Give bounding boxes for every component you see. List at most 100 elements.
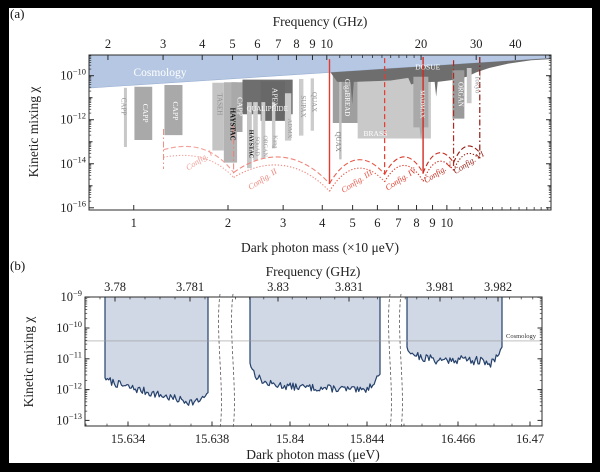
experiment-label-ADMX: ADMX <box>286 119 293 139</box>
panel-a-frame <box>88 54 552 211</box>
experiment-label-SUPAX: SUPAX <box>299 95 307 117</box>
freq-tick-label: 30 <box>470 37 483 51</box>
experiment-label-SQuAD: SQuAD <box>254 136 260 156</box>
experiment-label-MADMAX: MADMAX <box>418 90 424 119</box>
config-curve <box>384 156 424 175</box>
config-curve <box>453 145 481 163</box>
experiment-region-ADMX <box>284 93 292 141</box>
experiment-region-ORGAN <box>452 70 465 119</box>
mass-tick-label-b: 15.638 <box>195 432 229 446</box>
freq-tick-label-b: 3.83 <box>267 280 289 294</box>
config-curve <box>163 145 235 173</box>
experiment-label-CAPP: CAPP <box>235 97 244 116</box>
experiment-region-QUAX <box>339 75 342 160</box>
experiment-label-CAPP: CAPP <box>120 98 128 116</box>
panel-b-ylabel: Kinetic mixing χ <box>21 317 36 408</box>
experiment-label-ORGAN: ORGAN <box>261 135 267 157</box>
mass-tick-label: 8 <box>413 216 419 230</box>
freq-tick-label: 3 <box>160 37 166 51</box>
experiment-label-CAPP: CAPP <box>141 104 150 123</box>
axis-break-mark <box>231 293 235 430</box>
experiment-region-CAPP <box>164 84 183 136</box>
experiment-label-HAYSTAC: HAYSTAC <box>247 130 253 158</box>
mass-tick-label: 3 <box>280 216 286 230</box>
experiment-region-HAYSTAC <box>246 102 252 169</box>
panel-b-tag: (b) <box>10 258 26 273</box>
experiment-region-CAPP <box>123 87 127 148</box>
experiment-label-HAYSTAC: HAYSTAC <box>229 108 237 141</box>
axis-break-mark <box>388 293 392 430</box>
mass-tick-label-b: 16.47 <box>516 432 544 446</box>
freq-tick-label: 9 <box>309 37 315 51</box>
experiment-label-DOSUE: DOSUE <box>415 63 440 72</box>
experiment-region-CAPP <box>134 86 153 140</box>
config-curve <box>422 160 455 182</box>
panel-a-top-title: Frequency (GHz) <box>273 14 368 29</box>
experiment-label-QUAX: QUAX <box>310 92 318 112</box>
panel-a-xlabel: Dark photon mass (×10 μeV) <box>241 240 399 255</box>
experiment-label-GigaBREAD: GigaBREAD <box>343 79 351 116</box>
experiment-label-TASEH: TASEH <box>215 93 223 115</box>
exclusion-region-limit <box>406 297 503 368</box>
config-curve <box>422 152 455 174</box>
freq-tick-label-b: 3.981 <box>426 280 454 294</box>
mass-tick-label: 9 <box>429 216 435 230</box>
panel-b-xlabel: Dark photon mass (μeV) <box>246 447 380 462</box>
mass-tick-label: 1 <box>131 216 137 230</box>
experiment-label-BRASS: BRASS <box>364 129 388 138</box>
mass-tick-label: 10 <box>441 216 454 230</box>
experiment-region-SQuAD <box>253 102 258 161</box>
mass-tick-label: 5 <box>349 216 355 230</box>
mass-tick-label-b: 15.634 <box>111 432 146 446</box>
freq-tick-label: 4 <box>199 37 206 51</box>
mass-tick-label: 7 <box>395 216 401 230</box>
exclusion-region-fill <box>105 297 208 406</box>
mass-tick-label-b: 16.466 <box>441 432 475 446</box>
config-curve <box>329 167 386 192</box>
config-curve <box>384 164 424 183</box>
mass-tick-label: 4 <box>319 216 326 230</box>
experiment-label-ORGAN: ORGAN <box>456 82 464 107</box>
experiment-region-SUPAX <box>298 78 304 136</box>
panel-b-top-title: Frequency (GHz) <box>266 264 361 279</box>
freq-tick-label: 7 <box>275 37 281 51</box>
experiment-label-Kang: Kang <box>272 135 278 148</box>
exclusion-region-fill <box>407 297 502 368</box>
axis-break-mark <box>218 293 222 430</box>
experiment-region-BRASS <box>357 72 431 139</box>
panel-a-ylabel: Kinetic mixing χ <box>26 87 41 178</box>
experiment-region-QUAX <box>310 78 314 131</box>
freq-tick-label-b: 3.982 <box>484 280 512 294</box>
freq-tick-label: 5 <box>229 37 235 51</box>
axis-break-mark <box>399 293 403 430</box>
mass-tick-label: 6 <box>374 216 380 230</box>
experiment-label-QUALIPHIDE: QUALIPHIDE <box>247 106 288 113</box>
exclusion-region-limit <box>249 297 381 393</box>
experiment-region-ORGAN <box>261 102 266 159</box>
experiment-label-CAPP: CAPP <box>171 102 180 121</box>
config-curve <box>233 164 330 192</box>
experiment-region-Kang <box>271 102 276 149</box>
cosmology-label: Cosmology <box>133 67 186 79</box>
freq-tick-label-b: 3.831 <box>335 280 363 294</box>
experiment-region-DOSUE-cap <box>330 58 551 105</box>
experiment-region-TASEH <box>212 82 224 151</box>
experiment-region-Tokyo <box>466 67 472 104</box>
freq-tick-label: 2 <box>105 37 111 51</box>
panel-a-tag: (a) <box>10 6 25 21</box>
mass-tick-label-b: 15.844 <box>350 432 385 446</box>
mass-tick-label-b: 15.84 <box>276 432 305 446</box>
experiment-label-QUAX: QUAX <box>334 132 342 152</box>
freq-tick-label: 10 <box>321 37 334 51</box>
experiment-label-APEX: APEX <box>270 88 279 108</box>
freq-tick-label: 20 <box>415 37 428 51</box>
freq-tick-label-b: 3.78 <box>104 280 126 294</box>
exclusion-region-limit <box>104 297 209 406</box>
freq-tick-label-b: 3.781 <box>176 280 204 294</box>
experiment-label-Tokyo: Tokyo <box>474 76 482 94</box>
freq-tick-label: 8 <box>293 37 299 51</box>
config-curve <box>329 159 386 184</box>
exclusion-region-fill <box>250 297 380 393</box>
